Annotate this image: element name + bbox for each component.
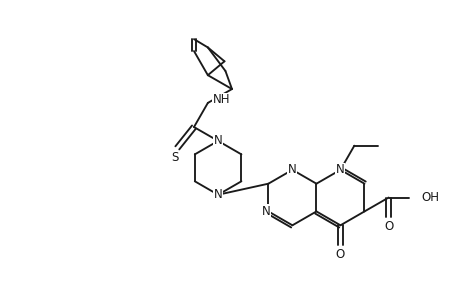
Text: N: N: [262, 205, 270, 218]
Text: N: N: [336, 163, 344, 176]
Text: S: S: [171, 151, 179, 164]
Text: N: N: [287, 163, 296, 176]
Text: NH: NH: [213, 93, 230, 106]
Text: N: N: [213, 188, 222, 201]
Text: O: O: [383, 220, 392, 233]
Text: OH: OH: [420, 191, 438, 204]
Text: O: O: [335, 248, 344, 260]
Text: N: N: [213, 134, 222, 147]
